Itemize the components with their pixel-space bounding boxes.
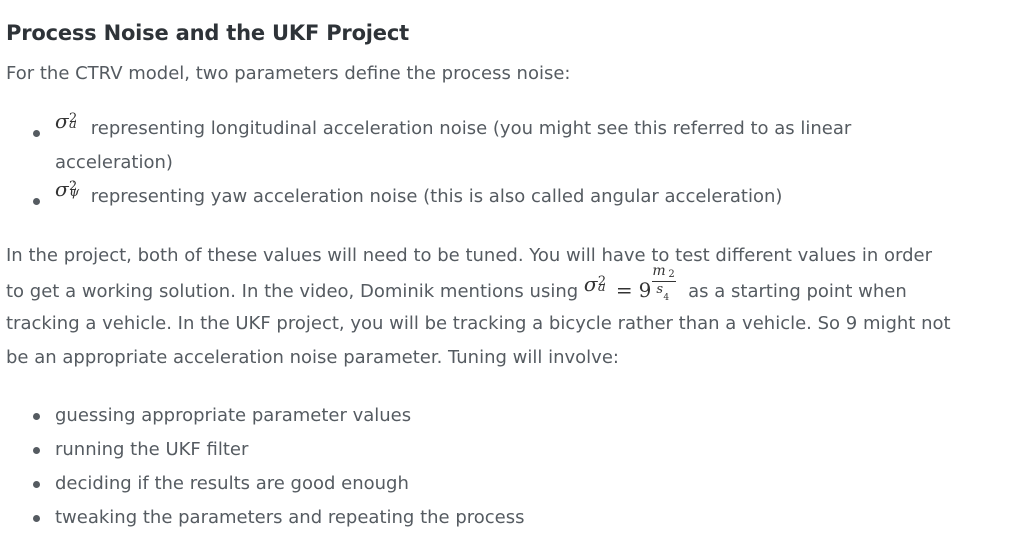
list-item-text: σ 2 a representing longitudinal accelera… — [55, 109, 885, 180]
tuning-steps-list: guessing appropriate parameter values ru… — [6, 399, 1006, 535]
list-item-text: guessing appropriate parameter values — [55, 405, 412, 426]
paragraph-line: In the project, both of these values wil… — [6, 245, 932, 266]
list-item: running the UKF filter — [6, 433, 1006, 467]
paragraph-line: to get a working solution. In the video,… — [6, 263, 1011, 307]
list-item-text: σ 2 ˙ ψ representing yaw acceleration noi… — [55, 177, 783, 207]
bullet-icon — [33, 481, 40, 488]
paragraph-line: tracking a vehicle. In the UKF project, … — [6, 313, 951, 334]
list-item: guessing appropriate parameter values — [6, 399, 1006, 433]
bullet-icon — [33, 198, 40, 205]
bullet-icon — [33, 130, 40, 137]
list-item-description: representing yaw acceleration noise (thi… — [90, 186, 783, 207]
noise-equation: σ 2 a = 9 m 2 s 4 — [583, 263, 677, 303]
sigma-a-squared-symbol: σ 2 a — [55, 109, 78, 133]
bullet-icon — [33, 447, 40, 454]
list-item-description: representing longitudinal acceleration n… — [55, 118, 852, 173]
noise-parameter-list: σ 2 a representing longitudinal accelera… — [6, 109, 1006, 214]
paragraph-line: be an appropriate acceleration noise par… — [6, 347, 619, 368]
list-item-text: running the UKF filter — [55, 439, 249, 460]
bullet-icon — [33, 413, 40, 420]
sigma-a-squared-symbol: σ 2 a — [583, 272, 607, 296]
bullet-icon — [33, 515, 40, 522]
sigma-psi-dd-squared-symbol: σ 2 ˙ ψ — [55, 177, 80, 201]
list-item: deciding if the results are good enough — [6, 467, 1006, 501]
tuning-paragraph: In the project, both of these values wil… — [6, 239, 1011, 375]
list-item: σ 2 a representing longitudinal accelera… — [6, 109, 1006, 180]
intro-paragraph: For the CTRV model, two parameters defin… — [6, 63, 571, 84]
list-item-text: deciding if the results are good enough — [55, 473, 409, 494]
list-item: σ 2 ˙ ψ representing yaw acceleration noi… — [6, 177, 1006, 214]
list-item: tweaking the parameters and repeating th… — [6, 501, 1006, 535]
section-heading: Process Noise and the UKF Project — [6, 21, 409, 45]
list-item-text: tweaking the parameters and repeating th… — [55, 507, 525, 528]
